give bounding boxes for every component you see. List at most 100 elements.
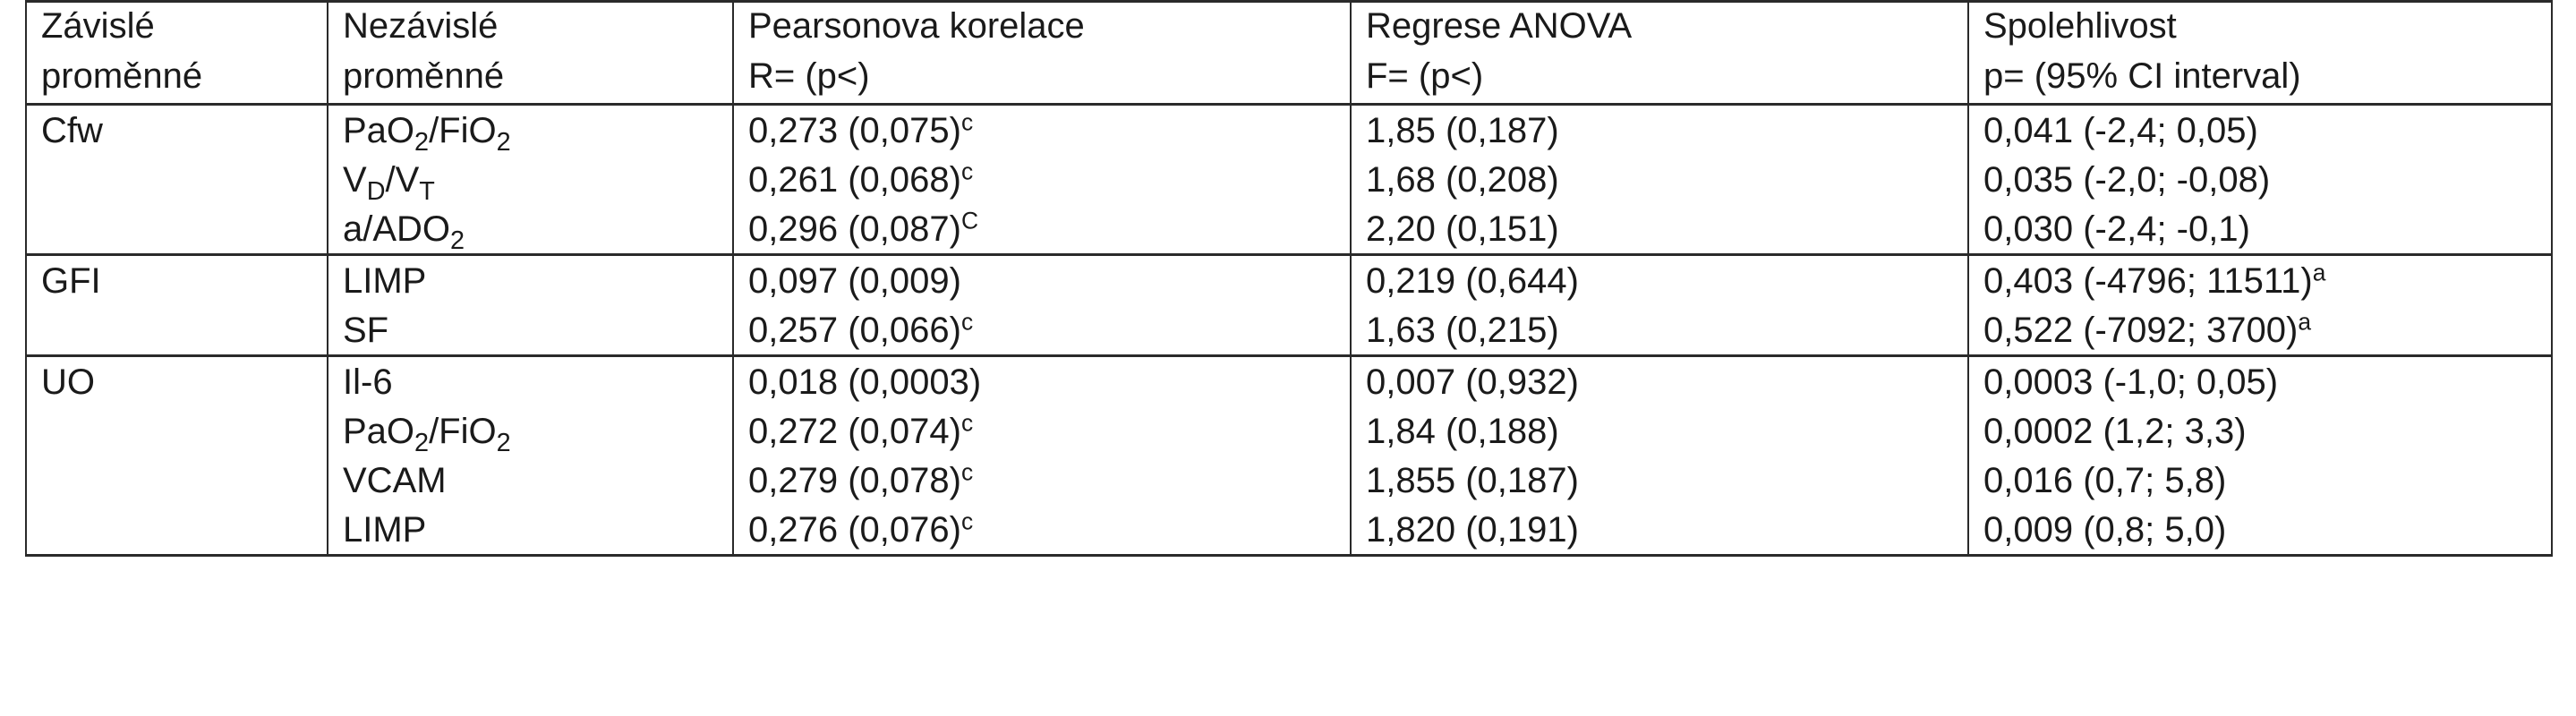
header-pearson: Pearsonova korelace bbox=[732, 0, 1351, 49]
independent-var: LIMP bbox=[343, 260, 427, 301]
independent-cell: a/ADO2 bbox=[327, 204, 733, 256]
dependent-cell bbox=[25, 305, 328, 357]
pearson-value: 0,018 (0,0003) bbox=[748, 362, 982, 402]
table-row: GFI LIMP 0,097 (0,009) 0,219 (0,644) 0,403 (… bbox=[25, 254, 2553, 305]
header-row: proměnné proměnné R= (p<) F= (p<) p= (95… bbox=[25, 49, 2553, 106]
reliability-cell: 0,030 (-2,4; -0,1) bbox=[1967, 204, 2553, 256]
reliability-cell: 0,035 (-2,0; -0,08) bbox=[1967, 155, 2553, 204]
table-row: a/ADO2 0,296 (0,087)C 2,20 (0,151) 0,030 (-… bbox=[25, 204, 2553, 256]
header-independent-line2: proměnné bbox=[327, 49, 733, 106]
pearson-value: 0,097 (0,009) bbox=[748, 260, 961, 301]
independent-var: PaO bbox=[343, 411, 415, 451]
pearson-cell: 0,097 (0,009) bbox=[732, 254, 1351, 305]
reliability-value: 0,041 (-2,4; 0,05) bbox=[1983, 110, 2258, 150]
row-group: UO Il-6 0,018 (0,0003) 0,007 (0,932) 0,0003 … bbox=[25, 355, 2553, 557]
dependent-cell: Cfw bbox=[25, 104, 328, 155]
anova-cell: 1,85 (0,187) bbox=[1350, 104, 1968, 155]
reliability-value: 0,522 (-7092; 3700) bbox=[1983, 310, 2299, 350]
pearson-cell: 0,273 (0,075)c bbox=[732, 104, 1351, 155]
reliability-footnote: a bbox=[2312, 258, 2326, 286]
independent-cell: VCAM bbox=[327, 456, 733, 505]
pearson-footnote: c bbox=[960, 408, 974, 436]
reliability-cell: 0,522 (-7092; 3700)a bbox=[1967, 305, 2553, 357]
reliability-cell: 0,0002 (1,2; 3,3) bbox=[1967, 406, 2553, 456]
independent-var-sub: 2 bbox=[450, 226, 465, 255]
independent-var-mid: /FiO bbox=[429, 110, 497, 150]
reliability-cell: 0,009 (0,8; 5,0) bbox=[1967, 505, 2553, 557]
anova-cell: 0,007 (0,932) bbox=[1350, 355, 1968, 406]
table-header: Závislé Nezávislé Pearsonova korelace Re… bbox=[25, 0, 2553, 106]
anova-cell: 0,219 (0,644) bbox=[1350, 254, 1968, 305]
pearson-cell: 0,296 (0,087)C bbox=[732, 204, 1351, 256]
reliability-value: 0,009 (0,8; 5,0) bbox=[1983, 509, 2227, 550]
dependent-cell bbox=[25, 155, 328, 204]
table-row: Cfw PaO2/FiO2 0,273 (0,075)c 1,85 (0,187) 0,… bbox=[25, 104, 2553, 157]
reliability-value: 0,0002 (1,2; 3,3) bbox=[1983, 411, 2247, 451]
independent-var-sub: D bbox=[366, 176, 386, 206]
pearson-footnote: c bbox=[960, 507, 974, 534]
independent-var: a/ADO bbox=[343, 209, 451, 249]
independent-var-mid: /V bbox=[385, 159, 420, 200]
anova-cell: 1,68 (0,208) bbox=[1350, 155, 1968, 204]
independent-var-sub: 2 bbox=[414, 428, 430, 457]
pearson-cell: 0,257 (0,066)c bbox=[732, 305, 1351, 357]
independent-var-sub2: T bbox=[419, 176, 435, 206]
pearson-footnote: c bbox=[960, 307, 974, 335]
table-row: SF 0,257 (0,066)c 1,63 (0,215) 0,522 (-7092… bbox=[25, 305, 2553, 357]
reliability-value: 0,403 (-4796; 11511) bbox=[1983, 260, 2313, 301]
independent-cell: SF bbox=[327, 305, 733, 357]
independent-var: PaO bbox=[343, 110, 415, 150]
reliability-cell: 0,403 (-4796; 11511)a bbox=[1967, 254, 2553, 305]
header-dependent: Závislé bbox=[25, 0, 328, 49]
anova-cell: 1,820 (0,191) bbox=[1350, 505, 1968, 557]
independent-var-mid: /FiO bbox=[429, 411, 497, 451]
independent-var: V bbox=[343, 159, 367, 200]
pearson-value: 0,273 (0,075) bbox=[748, 110, 961, 150]
independent-var-sub2: 2 bbox=[496, 127, 511, 157]
reliability-value: 0,0003 (-1,0; 0,05) bbox=[1983, 362, 2279, 402]
pearson-footnote: C bbox=[960, 206, 979, 234]
pearson-value: 0,279 (0,078) bbox=[748, 460, 961, 500]
reliability-footnote: a bbox=[2298, 307, 2312, 335]
independent-var: Il-6 bbox=[343, 362, 393, 402]
header-anova-line2: F= (p<) bbox=[1350, 49, 1968, 106]
table-row: UO Il-6 0,018 (0,0003) 0,007 (0,932) 0,0003 … bbox=[25, 355, 2553, 406]
independent-cell: PaO2/FiO2 bbox=[327, 406, 733, 457]
pearson-cell: 0,018 (0,0003) bbox=[732, 355, 1351, 406]
row-group: GFI LIMP 0,097 (0,009) 0,219 (0,644) 0,403 (… bbox=[25, 254, 2553, 357]
header-reliability: Spolehlivost bbox=[1967, 0, 2553, 49]
reliability-cell: 0,0003 (-1,0; 0,05) bbox=[1967, 355, 2553, 406]
reliability-cell: 0,016 (0,7; 5,8) bbox=[1967, 456, 2553, 505]
reliability-value: 0,030 (-2,4; -0,1) bbox=[1983, 209, 2250, 249]
reliability-value: 0,035 (-2,0; -0,08) bbox=[1983, 159, 2271, 200]
reliability-cell: 0,041 (-2,4; 0,05) bbox=[1967, 104, 2553, 155]
pearson-cell: 0,272 (0,074)c bbox=[732, 406, 1351, 456]
table-row: VD/VT 0,261 (0,068)c 1,68 (0,208) 0,035 (-2… bbox=[25, 155, 2553, 206]
pearson-footnote: c bbox=[960, 457, 974, 485]
independent-cell: PaO2/FiO2 bbox=[327, 104, 733, 157]
dependent-cell: GFI bbox=[25, 254, 328, 305]
dependent-cell bbox=[25, 456, 328, 505]
anova-cell: 1,84 (0,188) bbox=[1350, 406, 1968, 456]
independent-cell: LIMP bbox=[327, 505, 733, 557]
pearson-footnote: c bbox=[960, 107, 974, 135]
header-anova: Regrese ANOVA bbox=[1350, 0, 1968, 49]
dependent-cell bbox=[25, 406, 328, 456]
dependent-cell bbox=[25, 204, 328, 256]
pearson-cell: 0,279 (0,078)c bbox=[732, 456, 1351, 505]
header-dependent-line2: proměnné bbox=[25, 49, 328, 106]
independent-var-sub: 2 bbox=[414, 127, 430, 157]
independent-var-sub2: 2 bbox=[496, 428, 511, 457]
statistics-table: Závislé Nezávislé Pearsonova korelace Re… bbox=[25, 0, 2553, 557]
independent-var: SF bbox=[343, 310, 389, 350]
independent-cell: Il-6 bbox=[327, 355, 733, 406]
pearson-value: 0,276 (0,076) bbox=[748, 509, 961, 550]
header-reliability-line2: p= (95% CI interval) bbox=[1967, 49, 2553, 106]
anova-cell: 1,855 (0,187) bbox=[1350, 456, 1968, 505]
header-independent: Nezávislé bbox=[327, 0, 733, 49]
dependent-cell: UO bbox=[25, 355, 328, 406]
independent-cell: LIMP bbox=[327, 254, 733, 305]
reliability-value: 0,016 (0,7; 5,8) bbox=[1983, 460, 2227, 500]
row-group: Cfw PaO2/FiO2 0,273 (0,075)c 1,85 (0,187) 0,… bbox=[25, 104, 2553, 256]
table-row: VCAM 0,279 (0,078)c 1,855 (0,187) 0,016 (0,… bbox=[25, 456, 2553, 505]
